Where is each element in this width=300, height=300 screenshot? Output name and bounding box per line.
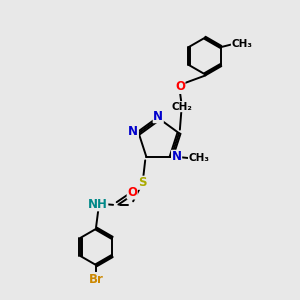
Text: N: N <box>153 110 163 123</box>
Text: CH₂: CH₂ <box>172 102 192 112</box>
Text: NH: NH <box>88 198 108 211</box>
Text: CH₃: CH₃ <box>188 153 209 163</box>
Text: Br: Br <box>89 272 104 286</box>
Text: N: N <box>172 150 182 163</box>
Text: S: S <box>138 176 146 189</box>
Text: N: N <box>128 125 138 138</box>
Text: CH₃: CH₃ <box>231 39 252 49</box>
Text: O: O <box>127 186 137 199</box>
Text: O: O <box>175 80 185 93</box>
